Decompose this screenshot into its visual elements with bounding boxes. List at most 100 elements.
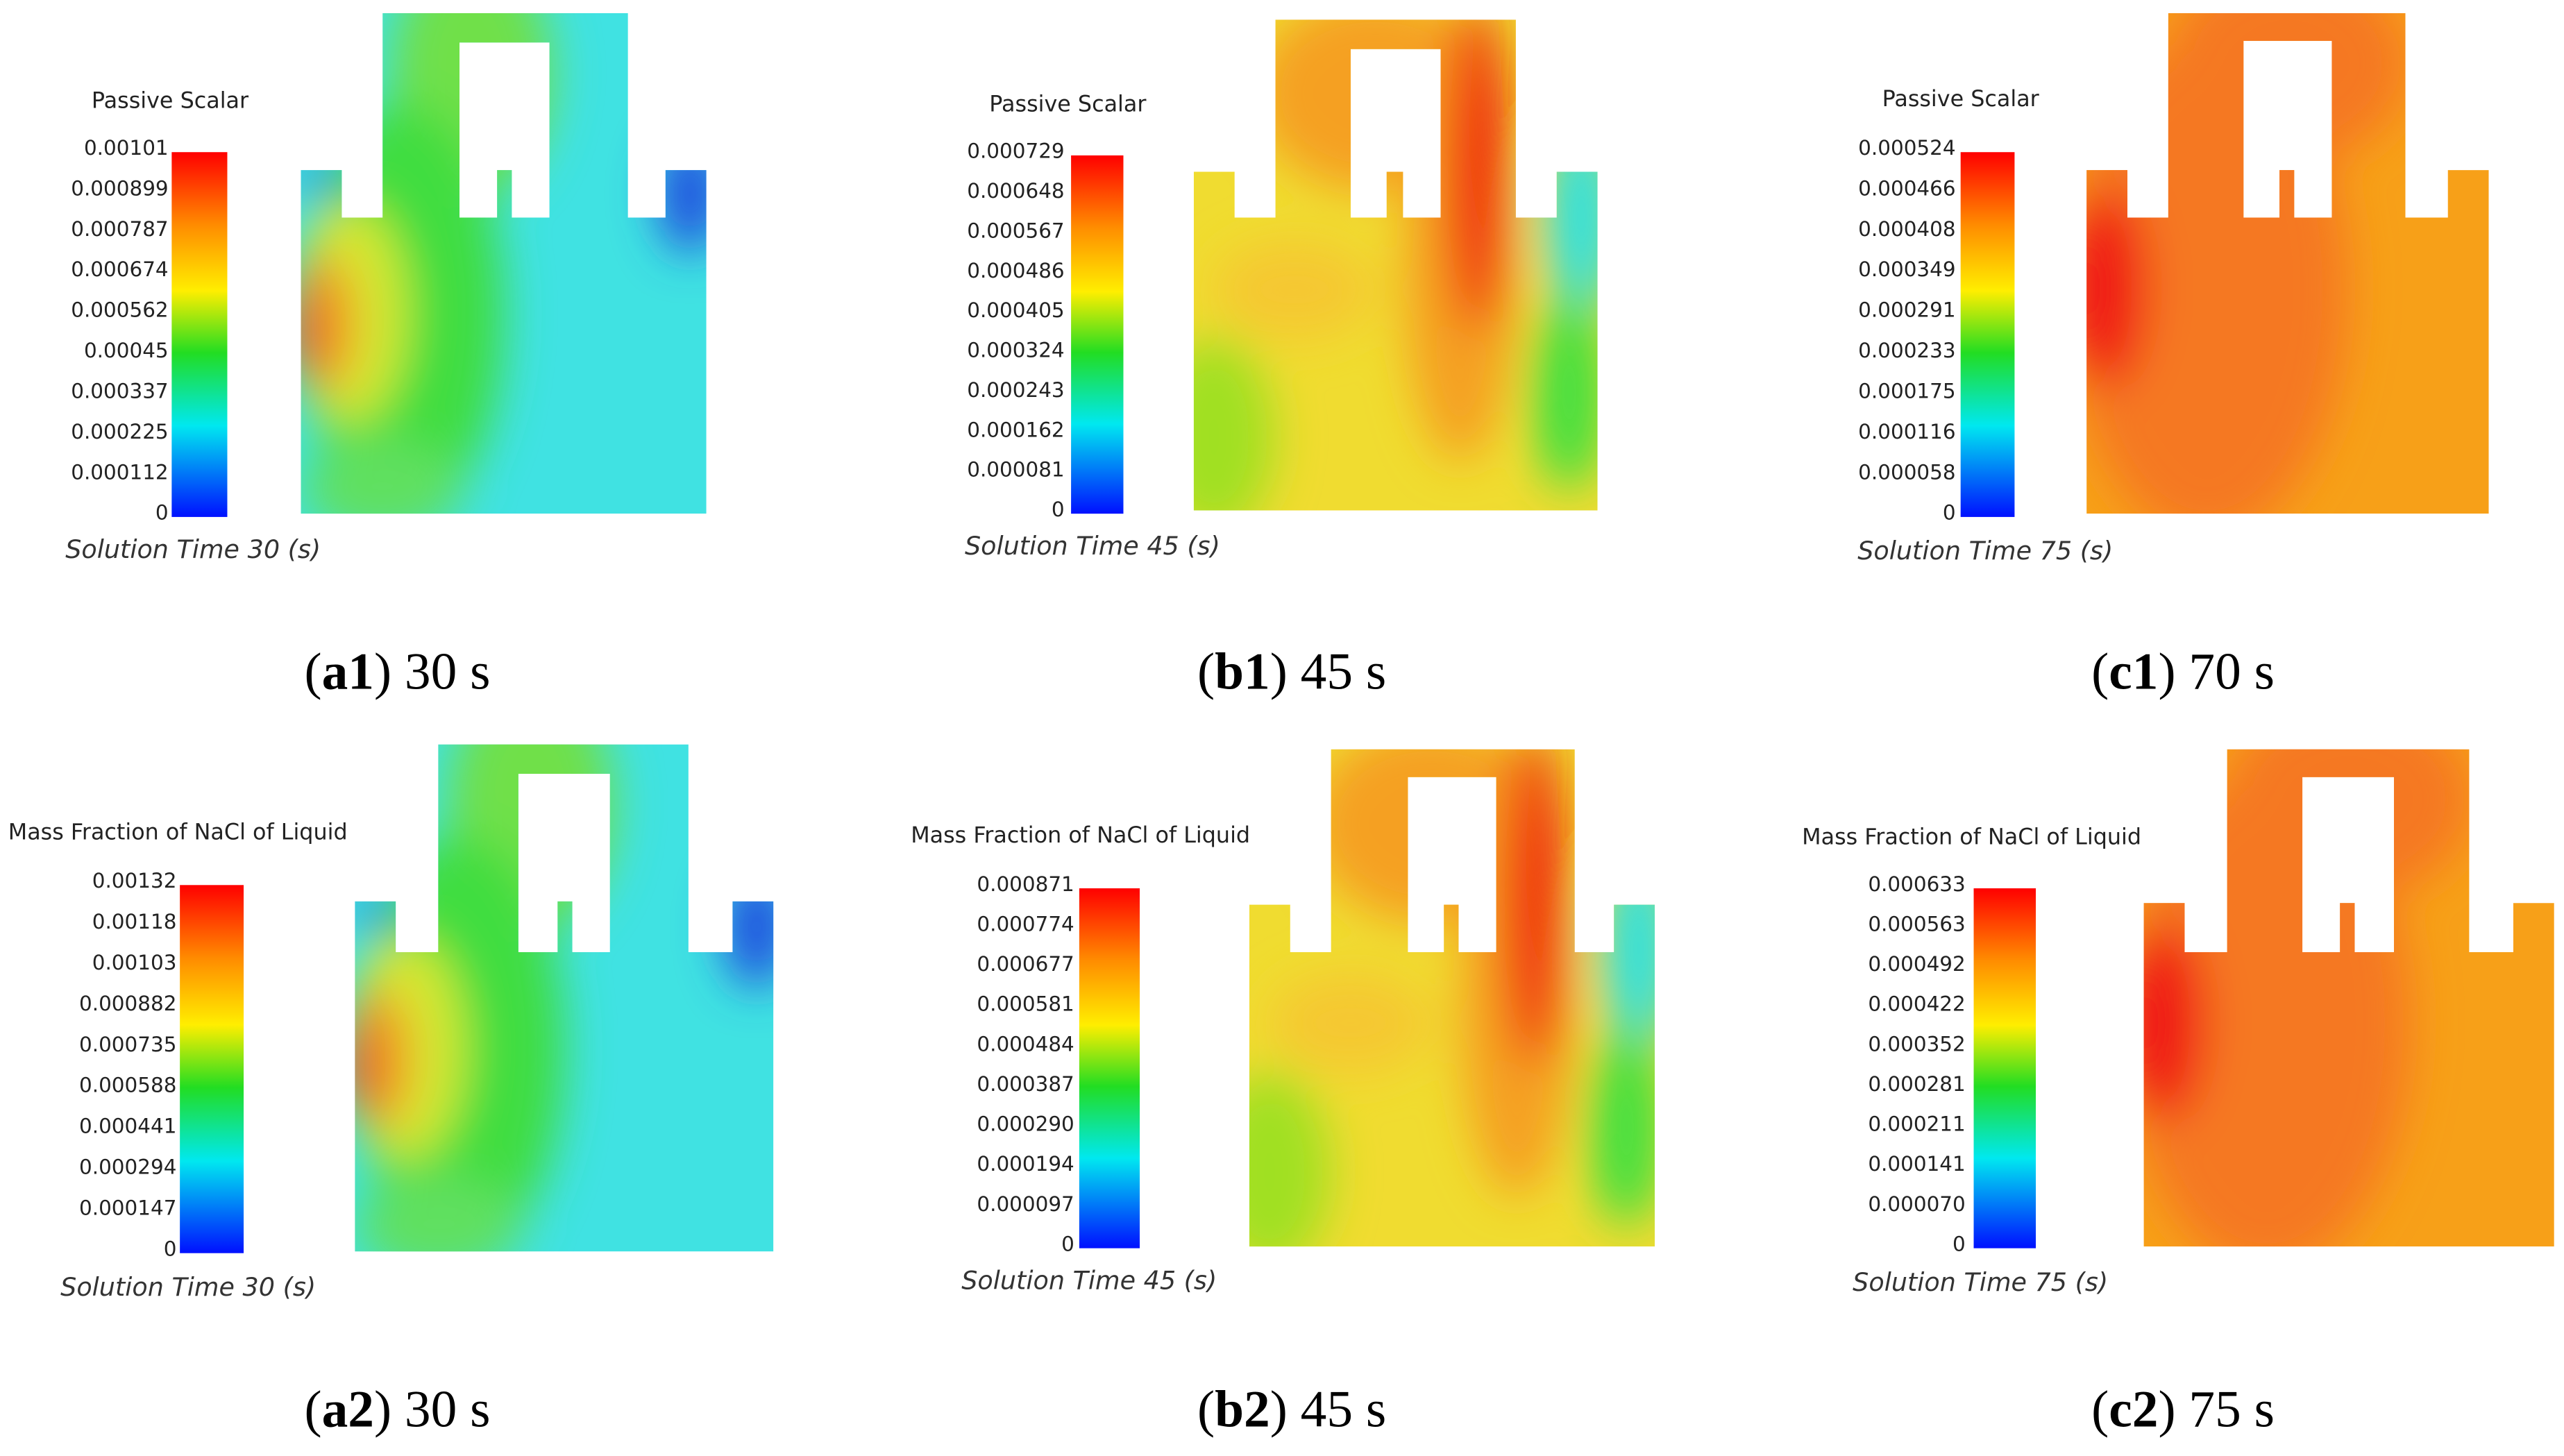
caption: (c1) 70 s (2091, 643, 2275, 700)
solution-time: Solution Time 45 (s) (965, 531, 1220, 561)
legend-label: 0.000422 (1868, 992, 1965, 1016)
legend-label: 0.000081 (967, 458, 1064, 482)
legend-label: 0.000729 (967, 139, 1064, 163)
legend-label: 0.000337 (71, 379, 168, 403)
caption-part: ) 75 s (2158, 1381, 2275, 1439)
legend-label: 0.000899 (71, 176, 168, 200)
legend-label: 0.000562 (71, 298, 168, 322)
legend-title: Mass Fraction of NaCl of Liquid (911, 822, 1250, 848)
legend-label: 0.000211 (1868, 1112, 1965, 1136)
field-blob (355, 1038, 372, 1100)
legend-label: 0.000787 (71, 217, 168, 241)
caption-part: ) 45 s (1270, 1381, 1387, 1439)
caption: (b1) 45 s (1197, 643, 1386, 700)
field-blob (2225, 749, 2472, 899)
field-blob (355, 1175, 523, 1252)
legend-label: 0.000233 (1858, 339, 1955, 362)
legend-label: 0.000070 (1868, 1192, 1965, 1216)
caption: (c2) 75 s (2091, 1381, 2275, 1439)
legend-label: 0 (155, 501, 169, 525)
legend-label: 0.000677 (977, 952, 1074, 976)
caption-part: c1 (2109, 643, 2158, 700)
legend-label: 0.000871 (977, 872, 1074, 896)
field-blob (1589, 1027, 1655, 1227)
legend-label: 0.000581 (977, 992, 1074, 1016)
caption-part: ( (2091, 1381, 2109, 1439)
legend-label: 0.00132 (92, 869, 177, 892)
legend-title: Mass Fraction of NaCl of Liquid (1802, 823, 2141, 849)
legend-label: 0.000633 (1868, 872, 1965, 896)
field-blob (301, 438, 464, 514)
legend-title: Mass Fraction of NaCl of Liquid (8, 818, 348, 845)
legend-label: 0 (1943, 501, 1956, 525)
caption: (b2) 45 s (1197, 1381, 1386, 1439)
legend-label: 0.000484 (977, 1032, 1074, 1056)
legend-label: 0.000466 (1858, 176, 1955, 200)
contour-field (1249, 749, 1655, 1247)
legend-label: 0.000567 (967, 219, 1064, 242)
field-blob (1545, 117, 1598, 314)
legend-title: Passive Scalar (1882, 85, 2040, 112)
legend-label: 0.000112 (71, 460, 168, 484)
contour-field (1193, 19, 1598, 511)
caption-part: ( (304, 643, 321, 700)
solution-time: Solution Time 30 (s) (60, 1272, 316, 1302)
caption-part: b2 (1215, 1381, 1270, 1439)
legend-title: Passive Scalar (92, 87, 249, 114)
caption-part: ) 45 s (1270, 643, 1387, 700)
legend-label: 0.000882 (79, 992, 176, 1015)
legend-title: Passive Scalar (989, 90, 1147, 117)
legend-label: 0.000243 (967, 378, 1064, 402)
field-blob (1193, 338, 1275, 511)
legend-label: 0.000674 (71, 257, 168, 281)
field-blob (1448, 19, 1505, 334)
legend-label: 0.000492 (1868, 952, 1965, 976)
colorbar (180, 885, 244, 1253)
contour-field (301, 12, 707, 514)
legend-label: 0.000290 (977, 1112, 1074, 1136)
panel: Mass Fraction of NaCl of Liquid 0.00132 0.… (8, 744, 774, 1439)
field-blob (2086, 188, 2148, 389)
legend-label: 0.000281 (1868, 1072, 1965, 1096)
legend-label: 0.000324 (967, 339, 1064, 362)
caption-part: ) 30 s (374, 643, 491, 700)
caption-part: a2 (322, 1381, 374, 1439)
panel: Mass Fraction of NaCl of Liquid 0.000871 0… (911, 749, 1655, 1439)
panel: Mass Fraction of NaCl of Liquid 0.000633 0… (1802, 749, 2554, 1439)
legend-label: 0.000141 (1868, 1152, 1965, 1176)
legend-label: 0.000349 (1858, 257, 1955, 281)
colorbar (1973, 888, 2036, 1248)
solution-time: Solution Time 75 (s) (1857, 536, 2113, 566)
legend-label: 0.000648 (967, 179, 1064, 203)
legend-label: 0.000774 (977, 912, 1074, 936)
field-blob (355, 891, 397, 932)
legend-label: 0.00118 (92, 910, 177, 933)
field-blob (1213, 240, 1376, 339)
caption-part: b1 (1215, 643, 1270, 700)
legend-label: 0.000405 (967, 298, 1064, 322)
field-blob (1504, 749, 1562, 1068)
legend-label: 0.000294 (79, 1156, 176, 1179)
field-blob (301, 158, 341, 198)
colorbar (1079, 888, 1140, 1248)
panel: Passive Scalar 0.000524 0.000466 0.000408 0.… (1857, 12, 2489, 700)
legend-label: 0 (1061, 1232, 1074, 1255)
colorbar (1071, 155, 1124, 514)
colorbar (1960, 152, 2015, 517)
legend-label: 0.000097 (977, 1192, 1074, 1216)
legend-label: 0.000441 (79, 1115, 176, 1138)
legend-label: 0.000486 (967, 259, 1064, 282)
field-blob (355, 988, 410, 1130)
legend-label: 0.000225 (71, 420, 168, 443)
caption-part: ) 70 s (2158, 643, 2275, 700)
solution-time: Solution Time 45 (s) (961, 1266, 1217, 1296)
caption-part: ( (2091, 643, 2109, 700)
caption-part: ) 30 s (374, 1381, 491, 1439)
contour-field (355, 744, 774, 1252)
colorbar (171, 152, 228, 517)
legend-label: 0.000194 (977, 1152, 1074, 1176)
caption: (a1) 30 s (304, 643, 490, 700)
legend-label: 0.000408 (1858, 217, 1955, 241)
legend-label: 0.000147 (79, 1196, 176, 1220)
